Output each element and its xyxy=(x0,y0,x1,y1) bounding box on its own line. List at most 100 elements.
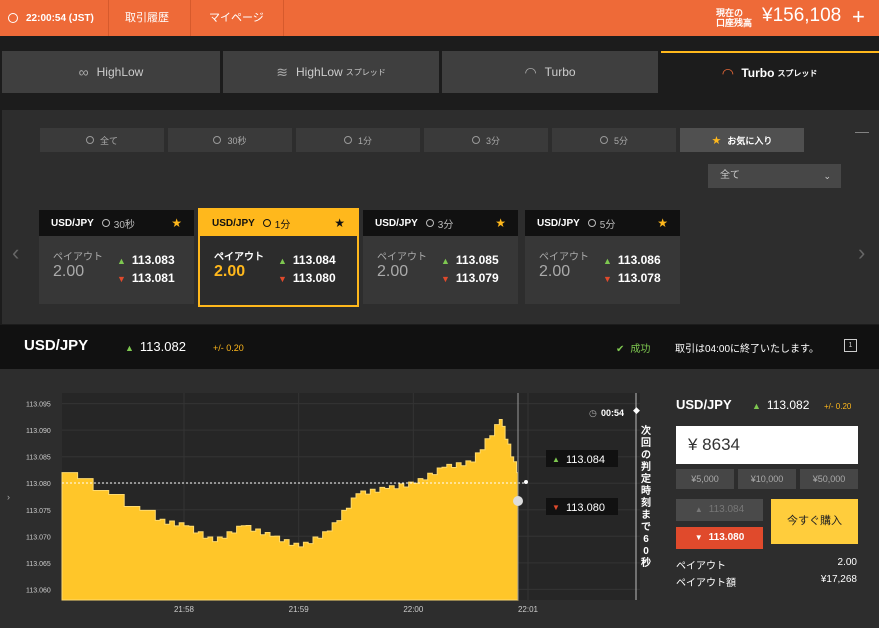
card-time-label: 30秒 xyxy=(113,219,135,231)
divider xyxy=(283,0,284,36)
filter-3m[interactable]: 3分 xyxy=(424,128,548,152)
high-rate: ▲ 113.085 xyxy=(441,253,499,267)
y-tick-label: 113.080 xyxy=(26,481,51,488)
down-arrow-icon: ▼ xyxy=(117,274,126,284)
quick-amount-5000-button[interactable]: ¥5,000 xyxy=(676,469,734,489)
payout-value: 2.00 xyxy=(837,557,857,568)
low-rate-value: 113.081 xyxy=(131,271,175,285)
card-pair: USD/JPY xyxy=(212,217,255,229)
balance-label-line1: 現在の xyxy=(716,8,744,18)
low-rate: ▼ 113.081 xyxy=(117,271,175,285)
up-arrow-icon: ▲ xyxy=(752,401,761,411)
y-tick-label: 113.090 xyxy=(26,428,51,435)
my-page-link[interactable]: マイページ xyxy=(209,12,264,24)
low-button[interactable]: ▼ 113.080 xyxy=(676,527,763,549)
filter-favorites[interactable]: ★ お気に入り xyxy=(680,128,804,152)
dropdown-value: 全て xyxy=(720,170,740,181)
card-pair: USD/JPY xyxy=(51,217,94,229)
buy-now-button[interactable]: 今すぐ購入 xyxy=(771,499,858,544)
asset-card[interactable]: USD/JPY 30秒 ★ ペイアウト 2.00 ▲ 113.083 ▼ 113.081 xyxy=(39,210,194,304)
price-chart: 113.095 113.090 113.085 113.080 113.075 113.0… xyxy=(7,393,651,614)
y-tick-label: 113.075 xyxy=(26,508,51,515)
high-rate-value: 113.083 xyxy=(131,253,175,267)
card-time: 30秒 xyxy=(101,216,135,231)
current-rate-value: 113.082 xyxy=(139,339,186,354)
expand-icon[interactable]: 1 xyxy=(844,339,857,352)
filter-dropdown[interactable]: 全て ⌄ xyxy=(708,164,841,188)
panel-change: +/- 0.20 xyxy=(824,402,852,411)
card-time: 1分 xyxy=(262,216,291,231)
card-time-label: 3分 xyxy=(437,219,454,231)
up-arrow-icon: ▲ xyxy=(694,505,703,514)
tab-turbo-spread[interactable]: ◠ Turbo スプレッド xyxy=(661,51,879,93)
quick-amount-50000-button[interactable]: ¥50,000 xyxy=(800,469,858,489)
filter-1m[interactable]: 1分 xyxy=(296,128,420,152)
filter-30s[interactable]: 30秒 xyxy=(168,128,292,152)
rate-change: +/- 0.20 xyxy=(213,343,244,353)
card-time-label: 1分 xyxy=(274,219,291,231)
clock-icon xyxy=(587,219,596,227)
chart-expand-icon: › xyxy=(7,492,10,502)
clock-icon xyxy=(262,219,271,227)
panel-rate-value: 113.082 xyxy=(766,398,810,412)
payout-value: 2.00 xyxy=(53,263,85,280)
up-arrow-icon: ▲ xyxy=(117,256,126,266)
panel-rate: ▲ 113.082 xyxy=(752,398,809,412)
card-time: 5分 xyxy=(587,216,615,231)
clock-icon xyxy=(343,136,352,144)
payout-label: ペイアウト xyxy=(377,252,427,263)
star-icon[interactable]: ★ xyxy=(657,216,668,230)
star-icon[interactable]: ★ xyxy=(334,216,345,230)
current-point xyxy=(513,496,523,506)
low-rate-value: 113.079 xyxy=(455,271,499,285)
y-tick-label: 113.060 xyxy=(26,587,51,594)
y-tick-label: 113.085 xyxy=(26,455,51,462)
down-arrow-icon: ▼ xyxy=(441,274,450,284)
asset-card-selected[interactable]: USD/JPY 1分 ★ ペイアウト 2.00 ▲ 113.084 ▼ 113.080 xyxy=(198,208,359,307)
tab-turbo[interactable]: ◠ Turbo xyxy=(442,51,658,93)
filter-5m[interactable]: 5分 xyxy=(552,128,676,152)
clock-icon xyxy=(101,219,110,227)
status-text: 成功 xyxy=(630,344,651,355)
filter-label: 1分 xyxy=(357,135,372,146)
next-judgement-label: 次回の判定時刻まで 6 0 秒 xyxy=(641,424,651,569)
collapse-icon[interactable]: — xyxy=(855,123,869,139)
highlow-spread-icon: ≋ xyxy=(276,63,289,80)
scroll-left-icon[interactable]: ‹ xyxy=(12,240,20,265)
selected-pair: USD/JPY xyxy=(24,337,89,354)
payout-amount-value: ¥17,268 xyxy=(820,574,857,585)
high-rate-label: 113.084 xyxy=(566,454,605,466)
x-tick-label: 21:58 xyxy=(174,605,195,614)
divider xyxy=(190,0,191,36)
card-header: USD/JPY 5分 ★ xyxy=(525,210,680,236)
asset-card[interactable]: USD/JPY 5分 ★ ペイアウト 2.00 ▲ 113.086 ▼ 113.078 xyxy=(525,210,680,304)
deposit-plus-button[interactable]: + xyxy=(852,4,865,29)
high-rate-value: 113.085 xyxy=(455,253,499,267)
payout-label: ペイアウト xyxy=(676,561,726,572)
top-bar: 22:00:54 (JST) 取引履歴 マイページ 現在の 口座残高 ¥156,1… xyxy=(0,0,879,36)
high-button[interactable]: ▲ 113.084 xyxy=(676,499,763,521)
card-header: USD/JPY 3分 ★ xyxy=(363,210,518,236)
tab-highlow-spread[interactable]: ≋ HighLow スプレッド xyxy=(223,51,439,93)
scroll-right-icon[interactable]: › xyxy=(858,240,866,265)
high-button-label: 113.084 xyxy=(708,504,745,515)
quick-amount-10000-button[interactable]: ¥10,000 xyxy=(738,469,796,489)
y-tick-label: 113.070 xyxy=(26,534,51,541)
asset-card[interactable]: USD/JPY 3分 ★ ペイアウト 2.00 ▲ 113.085 ▼ 113.079 xyxy=(363,210,518,304)
down-arrow-icon: ▼ xyxy=(552,503,560,512)
tab-highlow[interactable]: ∞ HighLow xyxy=(2,51,220,93)
tab-label: Turbo xyxy=(741,66,775,80)
trade-history-link[interactable]: 取引履歴 xyxy=(125,12,169,24)
server-time: 22:00:54 (JST) xyxy=(26,12,94,24)
tab-sublabel: スプレッド xyxy=(777,68,818,78)
x-tick-label: 22:01 xyxy=(518,605,539,614)
countdown-marker: ◆ xyxy=(633,405,640,415)
filter-label: 5分 xyxy=(613,135,628,146)
star-icon[interactable]: ★ xyxy=(171,216,182,230)
amount-input[interactable] xyxy=(676,426,858,464)
y-tick-label: 113.095 xyxy=(26,402,51,409)
filter-all[interactable]: 全て xyxy=(40,128,164,152)
low-rate-value: 113.078 xyxy=(617,271,661,285)
closing-message: 取引は04:00に終了いたします。 xyxy=(675,344,820,355)
star-icon[interactable]: ★ xyxy=(495,216,506,230)
